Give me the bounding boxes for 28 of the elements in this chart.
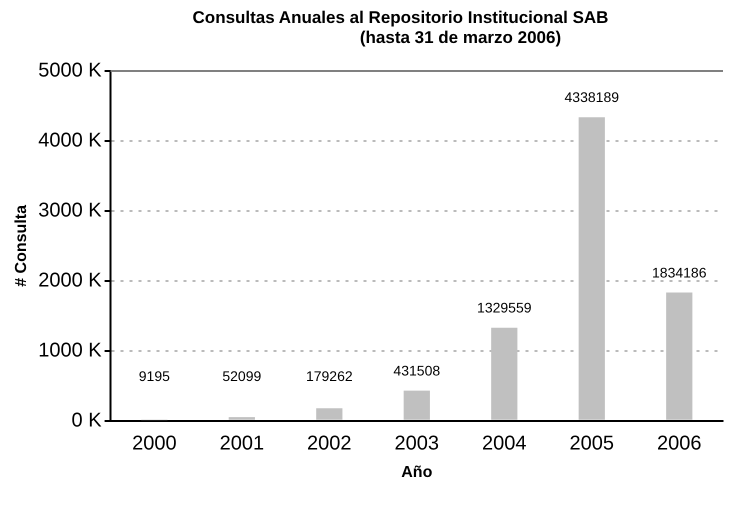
x-axis-title: Año — [401, 464, 433, 481]
y-tick-label: 3000 K — [38, 199, 102, 222]
x-tick-label: 2001 — [220, 432, 264, 454]
x-tick-label: 2000 — [132, 432, 177, 454]
x-tick-label: 2006 — [657, 432, 702, 454]
x-tick-label: 2002 — [307, 432, 352, 454]
bar — [404, 390, 430, 420]
y-tick-label: 4000 K — [38, 129, 102, 152]
y-tick-label: 0 K — [72, 409, 102, 432]
data-label: 52099 — [222, 368, 262, 384]
x-tick-label: 2003 — [394, 432, 440, 454]
data-label: 1834186 — [652, 264, 707, 280]
data-label: 179262 — [306, 368, 353, 384]
data-label: 9195 — [138, 368, 170, 384]
bar — [666, 292, 692, 420]
data-label: 4338189 — [564, 89, 620, 106]
chart-subtitle: (hasta 31 de marzo 2006) — [358, 28, 562, 48]
y-tick-label: 2000 K — [38, 269, 102, 292]
y-axis-title: # Consulta — [13, 204, 30, 287]
y-tick-label: 5000 K — [38, 60, 102, 82]
x-tick-label: 2004 — [482, 432, 527, 454]
data-label: 1329559 — [477, 300, 532, 316]
data-label: 431508 — [393, 362, 440, 378]
y-tick-label: 1000 K — [38, 339, 102, 362]
bar — [228, 417, 255, 420]
chart-title: Consultas Anuales al Repositorio Institucional SAB — [192, 8, 610, 28]
x-tick-label: 2005 — [570, 432, 614, 454]
bar — [316, 408, 342, 420]
